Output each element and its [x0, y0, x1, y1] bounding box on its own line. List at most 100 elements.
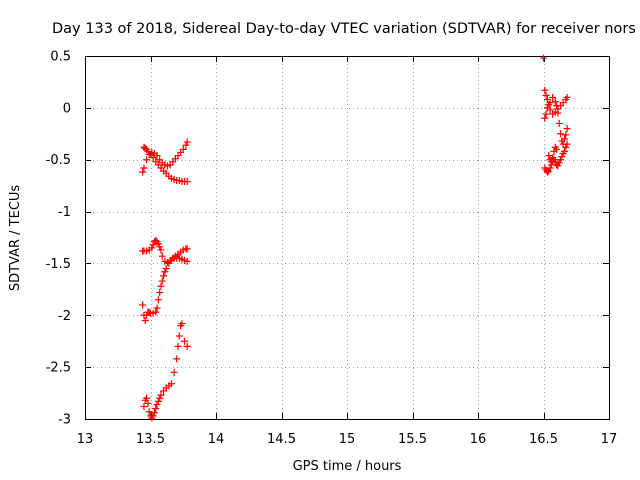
data-point	[156, 288, 164, 296]
x-tick-label: 15	[339, 432, 356, 447]
x-tick-label: 16	[470, 432, 487, 447]
y-tick-label: -2	[58, 309, 71, 324]
data-point	[140, 164, 148, 172]
x-axis-label: GPS time / hours	[293, 459, 402, 474]
data-point	[547, 158, 555, 166]
data-point	[149, 241, 157, 249]
data-point	[160, 272, 168, 280]
y-tick-label: -1	[58, 205, 71, 220]
data-point	[149, 412, 157, 420]
data-point	[145, 308, 153, 316]
data-point	[560, 147, 568, 155]
data-point	[150, 409, 158, 417]
data-point	[553, 145, 561, 153]
data-point	[154, 296, 162, 304]
data-point	[153, 152, 161, 160]
data-point	[141, 316, 149, 324]
data-point	[157, 391, 165, 399]
plot-frame	[85, 56, 610, 420]
data-point	[158, 277, 166, 285]
data-point	[557, 130, 565, 138]
data-point	[154, 240, 162, 248]
chart-title: Day 133 of 2018, Sidereal Day-to-day VTE…	[52, 21, 636, 37]
data-point	[170, 368, 178, 376]
data-point	[546, 99, 554, 107]
data-point	[183, 342, 191, 350]
y-tick-label: 0	[63, 101, 71, 116]
x-tick-label: 13.5	[136, 432, 165, 447]
y-tick-label: -3	[58, 413, 71, 428]
data-point	[157, 282, 165, 290]
x-tick-label: 14	[208, 432, 225, 447]
x-tick-label: 16.5	[529, 432, 558, 447]
data-point	[541, 114, 549, 122]
data-point	[148, 244, 156, 252]
data-point	[554, 109, 562, 117]
data-point	[156, 243, 164, 251]
data-point	[149, 154, 157, 162]
data-point	[154, 397, 162, 405]
data-point	[549, 93, 557, 101]
data-point	[563, 140, 571, 148]
data-point	[545, 167, 553, 175]
y-tick-label: 0.5	[50, 50, 71, 65]
data-point	[173, 355, 181, 363]
x-tick-label: 13	[77, 432, 94, 447]
series-arc-right-d	[545, 143, 561, 166]
data-point	[542, 91, 550, 99]
data-point	[140, 403, 148, 411]
data-point	[139, 301, 147, 309]
data-point	[152, 405, 160, 413]
data-point	[183, 177, 191, 185]
data-point	[183, 257, 191, 265]
data-point	[178, 320, 186, 328]
data-point	[563, 93, 571, 101]
data-point	[152, 308, 160, 316]
data-point	[183, 245, 191, 253]
x-tick-label: 15.5	[398, 432, 427, 447]
series-arc-middle-a	[139, 237, 191, 266]
data-point	[153, 304, 161, 312]
data-point	[553, 102, 561, 110]
data-point	[174, 342, 182, 350]
data-point	[183, 138, 191, 146]
data-point	[562, 131, 570, 139]
data-point	[156, 394, 164, 402]
data-point	[542, 110, 550, 118]
data-point	[563, 125, 571, 133]
data-point	[144, 399, 152, 407]
data-point	[557, 156, 565, 164]
data-point	[546, 164, 554, 172]
x-tick-label: 17	[601, 432, 618, 447]
data-point	[181, 337, 189, 345]
y-tick-label: -1.5	[46, 257, 71, 272]
data-point	[554, 162, 562, 170]
series-arc-middle-b	[139, 254, 191, 324]
axis-ticks: 13 13.5 14 14.5 15 15.5 16 16.5 17 0.5 0 -0.5 -1 -1.5…	[46, 50, 618, 448]
data-point	[549, 154, 557, 162]
data-point	[543, 104, 551, 112]
series-arc-right-b	[541, 93, 571, 148]
y-tick-label: -2.5	[46, 361, 71, 376]
data-point	[167, 380, 175, 388]
data-point	[545, 152, 553, 160]
data-point	[153, 400, 161, 408]
data-point	[179, 145, 187, 153]
data-point	[560, 135, 568, 143]
data-point	[540, 54, 547, 62]
data-point	[139, 168, 147, 176]
data-point	[145, 408, 153, 416]
data-point	[161, 268, 169, 276]
x-tick-label: 14.5	[267, 432, 296, 447]
data-point	[157, 246, 165, 254]
data-points	[139, 54, 571, 422]
data-point	[541, 86, 549, 94]
data-point	[143, 394, 151, 402]
data-point	[562, 143, 570, 151]
data-point	[555, 159, 563, 167]
series-arc-upper-b	[139, 138, 191, 176]
data-point	[555, 119, 563, 127]
data-point	[158, 252, 166, 260]
